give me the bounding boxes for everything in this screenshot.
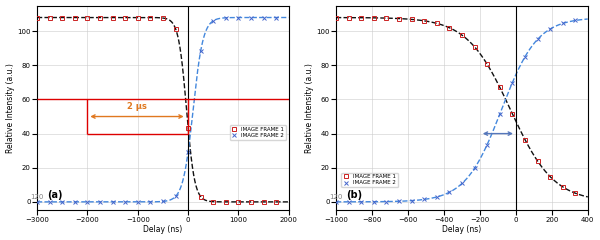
X-axis label: Delay (ns): Delay (ns) xyxy=(442,225,482,234)
Y-axis label: Relative Intensity (a.u.): Relative Intensity (a.u.) xyxy=(305,63,314,153)
Text: 120: 120 xyxy=(31,194,44,200)
Y-axis label: Relative Intensity (a.u.): Relative Intensity (a.u.) xyxy=(5,63,14,153)
Legend: IMAGE FRAME 1, IMAGE FRAME 2: IMAGE FRAME 1, IMAGE FRAME 2 xyxy=(341,173,398,187)
Text: (a): (a) xyxy=(47,190,62,200)
Text: 120: 120 xyxy=(329,194,343,200)
Legend: IMAGE FRAME 1, IMAGE FRAME 2: IMAGE FRAME 1, IMAGE FRAME 2 xyxy=(230,125,286,140)
Text: 2 μs: 2 μs xyxy=(127,102,146,111)
X-axis label: Delay (ns): Delay (ns) xyxy=(143,225,182,234)
Text: (b): (b) xyxy=(346,190,362,200)
